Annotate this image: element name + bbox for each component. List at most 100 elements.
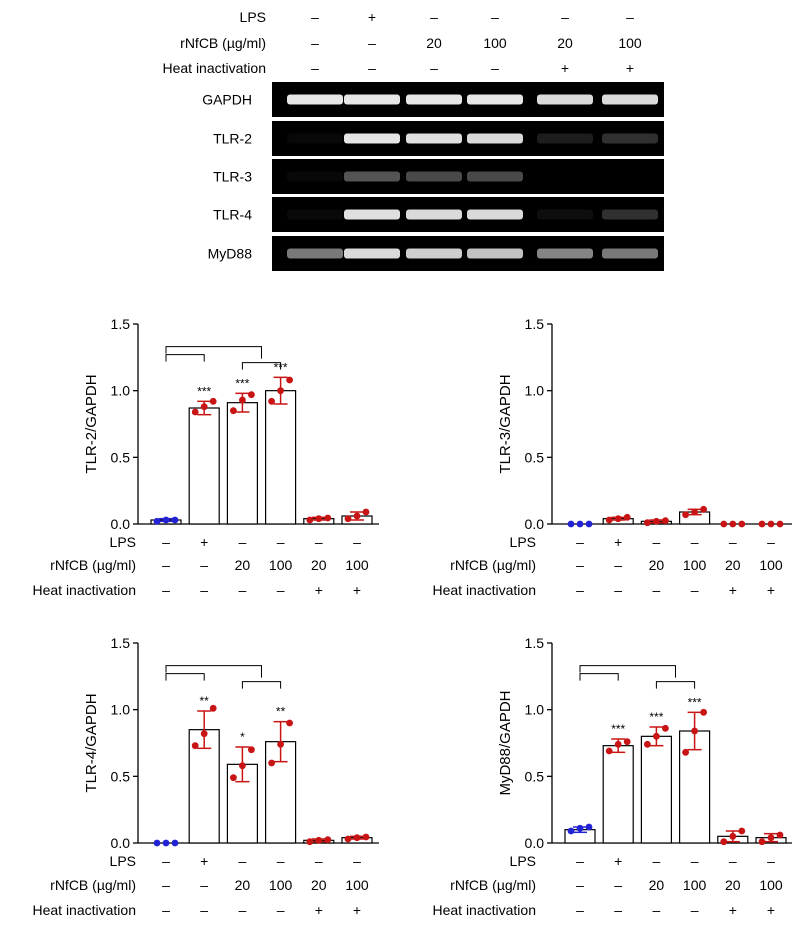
gel-band: [344, 248, 400, 259]
y-axis-label: MyD88/GAPDH: [497, 690, 514, 795]
data-point: [268, 759, 275, 767]
bar: [602, 745, 634, 844]
condition-label: Heat inactivation: [432, 582, 536, 598]
condition-value: –: [239, 853, 247, 869]
condition-value: +: [353, 582, 361, 598]
y-tick-label: 0.5: [525, 768, 545, 784]
data-point: [767, 520, 775, 528]
condition-value: –: [576, 582, 584, 598]
data-point: [614, 740, 622, 748]
y-tick-label: 0.5: [111, 449, 131, 465]
condition-value: +: [729, 902, 737, 918]
significance-bracket: [165, 665, 262, 678]
data-point: [567, 520, 575, 528]
gel-band: [467, 209, 523, 220]
condition-value: –: [614, 557, 622, 573]
data-point: [700, 505, 707, 513]
gel-band: [287, 94, 343, 105]
condition-label: rNfCB (µg/ml): [50, 877, 136, 893]
bar: [640, 735, 673, 844]
condition-label: Heat inactivation: [32, 582, 136, 598]
condition-value: 20: [725, 557, 741, 573]
data-point: [682, 511, 689, 519]
condition-value: –: [200, 557, 208, 573]
condition-value: –: [729, 853, 737, 869]
condition-label: LPS: [510, 534, 536, 550]
condition-value: –: [614, 582, 622, 598]
gel-band: [406, 209, 462, 220]
significance-bracket: [241, 681, 282, 689]
data-point: [653, 517, 660, 525]
condition-value: –: [653, 534, 661, 550]
condition-value: –: [691, 582, 699, 598]
data-point: [662, 724, 669, 732]
data-point: [286, 376, 293, 384]
condition-value: –: [353, 853, 361, 869]
condition-value: +: [614, 534, 622, 550]
condition-value: 100: [345, 557, 369, 573]
condition-value: 20: [649, 877, 665, 893]
data-point: [230, 407, 237, 415]
gel-band: [287, 171, 343, 182]
gel-band: [406, 94, 462, 105]
data-point: [738, 827, 746, 835]
data-point: [324, 836, 332, 844]
data-point: [691, 727, 698, 735]
data-point: [644, 519, 651, 527]
gel-condition-label: Heat inactivation: [162, 60, 266, 76]
gel-band: [537, 94, 593, 105]
gel-row-label: MyD88: [208, 246, 253, 262]
condition-value: 100: [683, 557, 707, 573]
data-point: [277, 387, 284, 395]
y-tick-label: 1.5: [525, 316, 545, 332]
data-point: [200, 730, 208, 738]
condition-value: –: [162, 902, 170, 918]
condition-value: –: [162, 557, 170, 573]
y-tick-label: 0.0: [111, 835, 131, 851]
y-tick-label: 1.5: [111, 316, 131, 332]
data-point: [700, 708, 707, 716]
y-tick-label: 1.0: [525, 383, 545, 399]
y-tick-label: 1.0: [111, 383, 131, 399]
gel-condition-value: +: [561, 60, 569, 76]
condition-value: –: [691, 853, 699, 869]
gel-row-label: TLR-3: [213, 169, 252, 185]
gel-band: [344, 94, 400, 105]
gel-condition-value: –: [626, 9, 634, 25]
gel-band: [467, 94, 523, 105]
condition-value: –: [239, 534, 247, 550]
bar: [188, 407, 220, 525]
gel-row-label: TLR-4: [213, 207, 252, 223]
data-point: [623, 738, 631, 746]
significance-bracket: [241, 362, 282, 370]
gel-condition-value: –: [561, 9, 569, 25]
data-point: [353, 834, 361, 842]
condition-value: 20: [311, 877, 327, 893]
condition-value: +: [315, 582, 323, 598]
gel-condition-value: –: [311, 9, 319, 25]
gel-condition-value: –: [368, 60, 376, 76]
data-point: [605, 516, 613, 524]
condition-value: –: [576, 557, 584, 573]
data-point: [230, 774, 237, 782]
condition-value: –: [162, 877, 170, 893]
gel-condition-value: 100: [483, 35, 507, 51]
significance-bracket: [165, 673, 205, 681]
data-point: [153, 839, 161, 847]
data-point: [567, 827, 575, 835]
gel-band: [287, 248, 343, 259]
y-tick-label: 0.0: [525, 516, 545, 532]
condition-value: –: [277, 534, 285, 550]
gel-band: [344, 171, 400, 182]
condition-value: –: [576, 902, 584, 918]
data-point: [209, 397, 217, 405]
condition-value: –: [200, 582, 208, 598]
gel-condition-label: rNfCB (µg/ml): [180, 35, 266, 51]
gel-band: [467, 248, 523, 259]
condition-label: Heat inactivation: [32, 902, 136, 918]
gel-band: [406, 171, 462, 182]
data-point: [191, 408, 199, 416]
gel-condition-value: 20: [426, 35, 442, 51]
gel-condition-value: –: [368, 35, 376, 51]
condition-value: –: [767, 853, 775, 869]
